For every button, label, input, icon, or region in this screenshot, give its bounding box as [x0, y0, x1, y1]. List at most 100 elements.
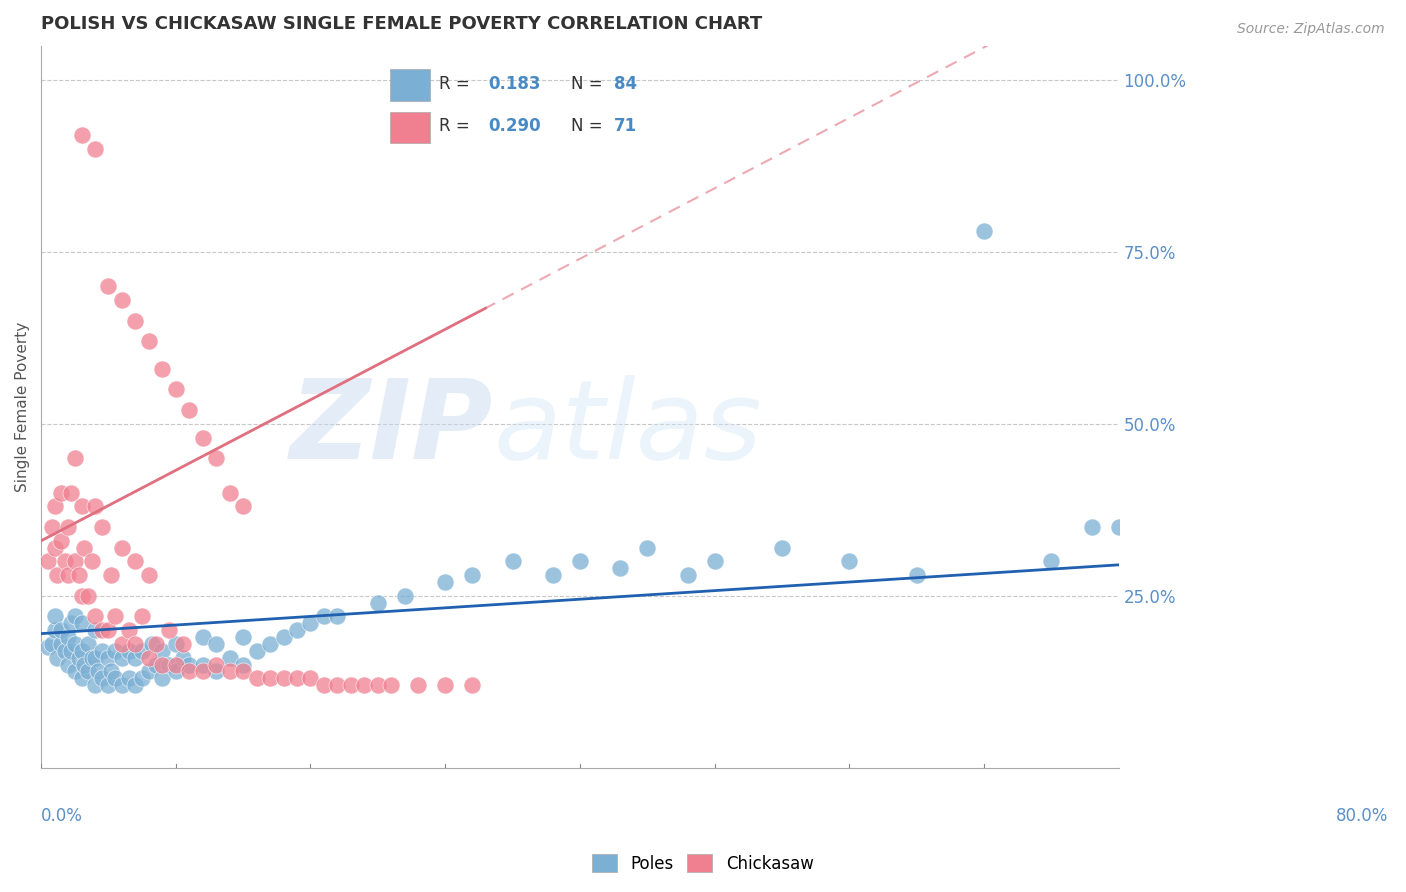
Point — [285, 671, 308, 685]
Point — [232, 630, 254, 644]
Point — [138, 665, 160, 679]
Legend: Poles, Chickasaw: Poles, Chickasaw — [586, 847, 820, 880]
Point — [205, 657, 228, 672]
Text: 80.0%: 80.0% — [1336, 807, 1388, 825]
Point — [141, 637, 163, 651]
Point — [1108, 520, 1130, 534]
Point — [37, 640, 59, 655]
Point — [118, 623, 141, 637]
Point — [77, 637, 100, 651]
Point — [568, 554, 591, 568]
Point — [53, 644, 76, 658]
Point — [172, 650, 194, 665]
Point — [191, 657, 214, 672]
Point — [232, 665, 254, 679]
Point — [56, 520, 79, 534]
Point — [165, 383, 187, 397]
Point — [84, 609, 107, 624]
Point — [1040, 554, 1063, 568]
Point — [41, 520, 63, 534]
Point — [218, 650, 240, 665]
Point — [770, 541, 793, 555]
Point — [63, 609, 86, 624]
Point — [111, 637, 134, 651]
Point — [145, 657, 167, 672]
Point — [131, 644, 153, 658]
Point — [63, 451, 86, 466]
Point — [90, 623, 112, 637]
Point — [53, 554, 76, 568]
Point — [259, 637, 281, 651]
Point — [394, 589, 416, 603]
Point — [84, 678, 107, 692]
Point — [157, 657, 180, 672]
Point — [150, 644, 173, 658]
Point — [51, 623, 73, 637]
Point — [179, 657, 201, 672]
Point — [111, 650, 134, 665]
Point — [77, 589, 100, 603]
Point — [90, 671, 112, 685]
Point — [138, 650, 160, 665]
Point — [70, 589, 93, 603]
Point — [86, 665, 108, 679]
Point — [51, 637, 73, 651]
Point — [70, 644, 93, 658]
Point — [44, 500, 66, 514]
Point — [299, 671, 322, 685]
Point — [150, 671, 173, 685]
Point — [461, 678, 484, 692]
Point — [406, 678, 429, 692]
Point — [434, 678, 457, 692]
Point — [111, 293, 134, 307]
Point — [111, 678, 134, 692]
Point — [703, 554, 725, 568]
Point — [367, 596, 389, 610]
Text: 0.0%: 0.0% — [41, 807, 83, 825]
Point — [51, 533, 73, 548]
Point — [838, 554, 860, 568]
Point — [461, 568, 484, 582]
Point — [63, 637, 86, 651]
Point — [104, 644, 127, 658]
Point — [67, 650, 90, 665]
Point — [67, 568, 90, 582]
Point — [138, 334, 160, 349]
Point — [179, 665, 201, 679]
Point — [218, 665, 240, 679]
Point — [59, 485, 82, 500]
Point — [44, 623, 66, 637]
Point — [434, 575, 457, 590]
Point — [56, 657, 79, 672]
Point — [84, 650, 107, 665]
Point — [165, 665, 187, 679]
Point — [273, 630, 295, 644]
Point — [232, 500, 254, 514]
Point — [100, 568, 122, 582]
Point — [131, 671, 153, 685]
Point — [165, 657, 187, 672]
Point — [124, 314, 146, 328]
Point — [84, 142, 107, 156]
Text: Source: ZipAtlas.com: Source: ZipAtlas.com — [1237, 22, 1385, 37]
Point — [157, 623, 180, 637]
Point — [285, 623, 308, 637]
Point — [59, 616, 82, 631]
Point — [46, 650, 69, 665]
Point — [97, 650, 120, 665]
Point — [191, 431, 214, 445]
Point — [191, 630, 214, 644]
Point — [84, 623, 107, 637]
Point — [367, 678, 389, 692]
Point — [165, 637, 187, 651]
Text: atlas: atlas — [494, 375, 762, 482]
Point — [82, 554, 104, 568]
Point — [191, 665, 214, 679]
Point — [82, 650, 104, 665]
Text: POLISH VS CHICKASAW SINGLE FEMALE POVERTY CORRELATION CHART: POLISH VS CHICKASAW SINGLE FEMALE POVERT… — [41, 15, 762, 33]
Point — [259, 671, 281, 685]
Point — [63, 554, 86, 568]
Point — [340, 678, 363, 692]
Point — [70, 500, 93, 514]
Point — [150, 362, 173, 376]
